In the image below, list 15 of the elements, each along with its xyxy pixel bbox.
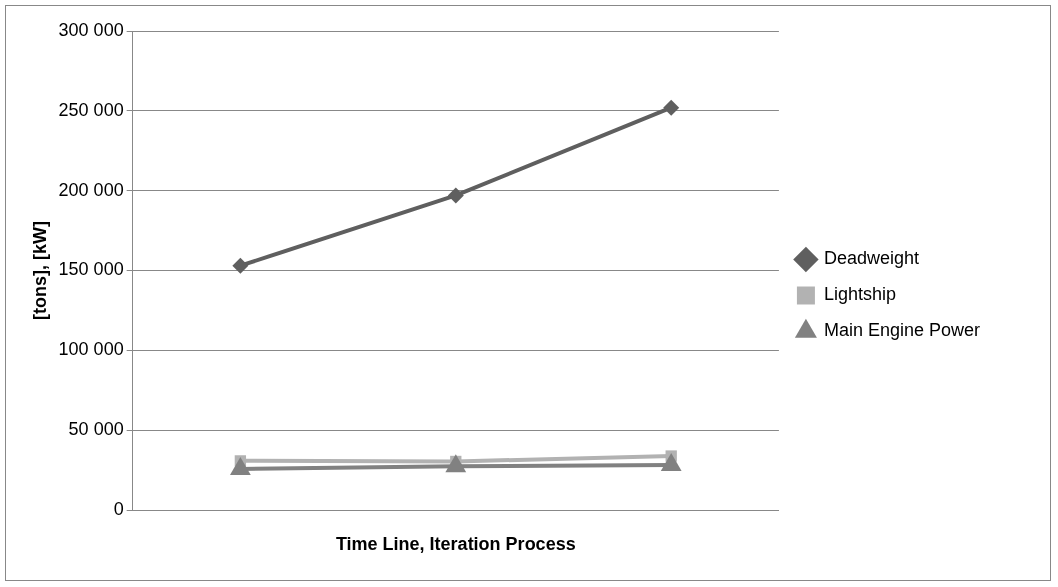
legend-label: Deadweight	[823, 248, 919, 269]
legend-label: Main Engine Power	[823, 320, 981, 341]
legend-label: Lightship	[823, 284, 896, 305]
y-tick-label: 100 000	[58, 339, 124, 360]
y-tick-label: 200 000	[58, 179, 124, 200]
y-tick-label: 300 000	[58, 19, 124, 40]
y-tick-label: 250 000	[58, 99, 124, 120]
y-tick-label: 50 000	[68, 419, 124, 440]
y-tick-label: 0	[113, 498, 124, 519]
x-axis-title: Time Line, Iteration Process	[335, 534, 576, 555]
point	[447, 187, 464, 204]
point	[663, 99, 680, 116]
y-axis-title: [tons], [kW]	[29, 221, 50, 320]
y-tick-label: 150 000	[58, 259, 124, 280]
point	[232, 257, 249, 274]
